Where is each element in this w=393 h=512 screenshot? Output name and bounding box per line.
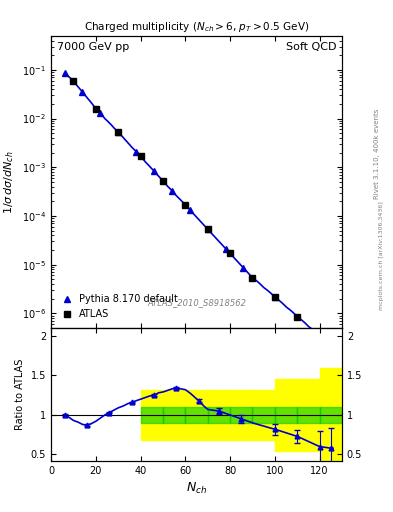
Legend: Pythia 8.170 default, ATLAS: Pythia 8.170 default, ATLAS (56, 290, 182, 323)
Text: 7000 GeV pp: 7000 GeV pp (57, 41, 129, 52)
Text: ATLAS_2010_S8918562: ATLAS_2010_S8918562 (147, 297, 246, 307)
Text: Rivet 3.1.10, 400k events: Rivet 3.1.10, 400k events (374, 109, 380, 199)
X-axis label: $N_{ch}$: $N_{ch}$ (186, 481, 207, 496)
Y-axis label: $1/\sigma\,d\sigma/dN_{ch}$: $1/\sigma\,d\sigma/dN_{ch}$ (3, 150, 17, 214)
Title: Charged multiplicity ($N_{ch} > 6$, $p_T > 0.5$ GeV): Charged multiplicity ($N_{ch} > 6$, $p_T… (84, 20, 309, 34)
Text: Soft QCD: Soft QCD (286, 41, 336, 52)
Y-axis label: Ratio to ATLAS: Ratio to ATLAS (15, 359, 25, 430)
Text: mcplots.cern.ch [arXiv:1306.3436]: mcplots.cern.ch [arXiv:1306.3436] (379, 202, 384, 310)
